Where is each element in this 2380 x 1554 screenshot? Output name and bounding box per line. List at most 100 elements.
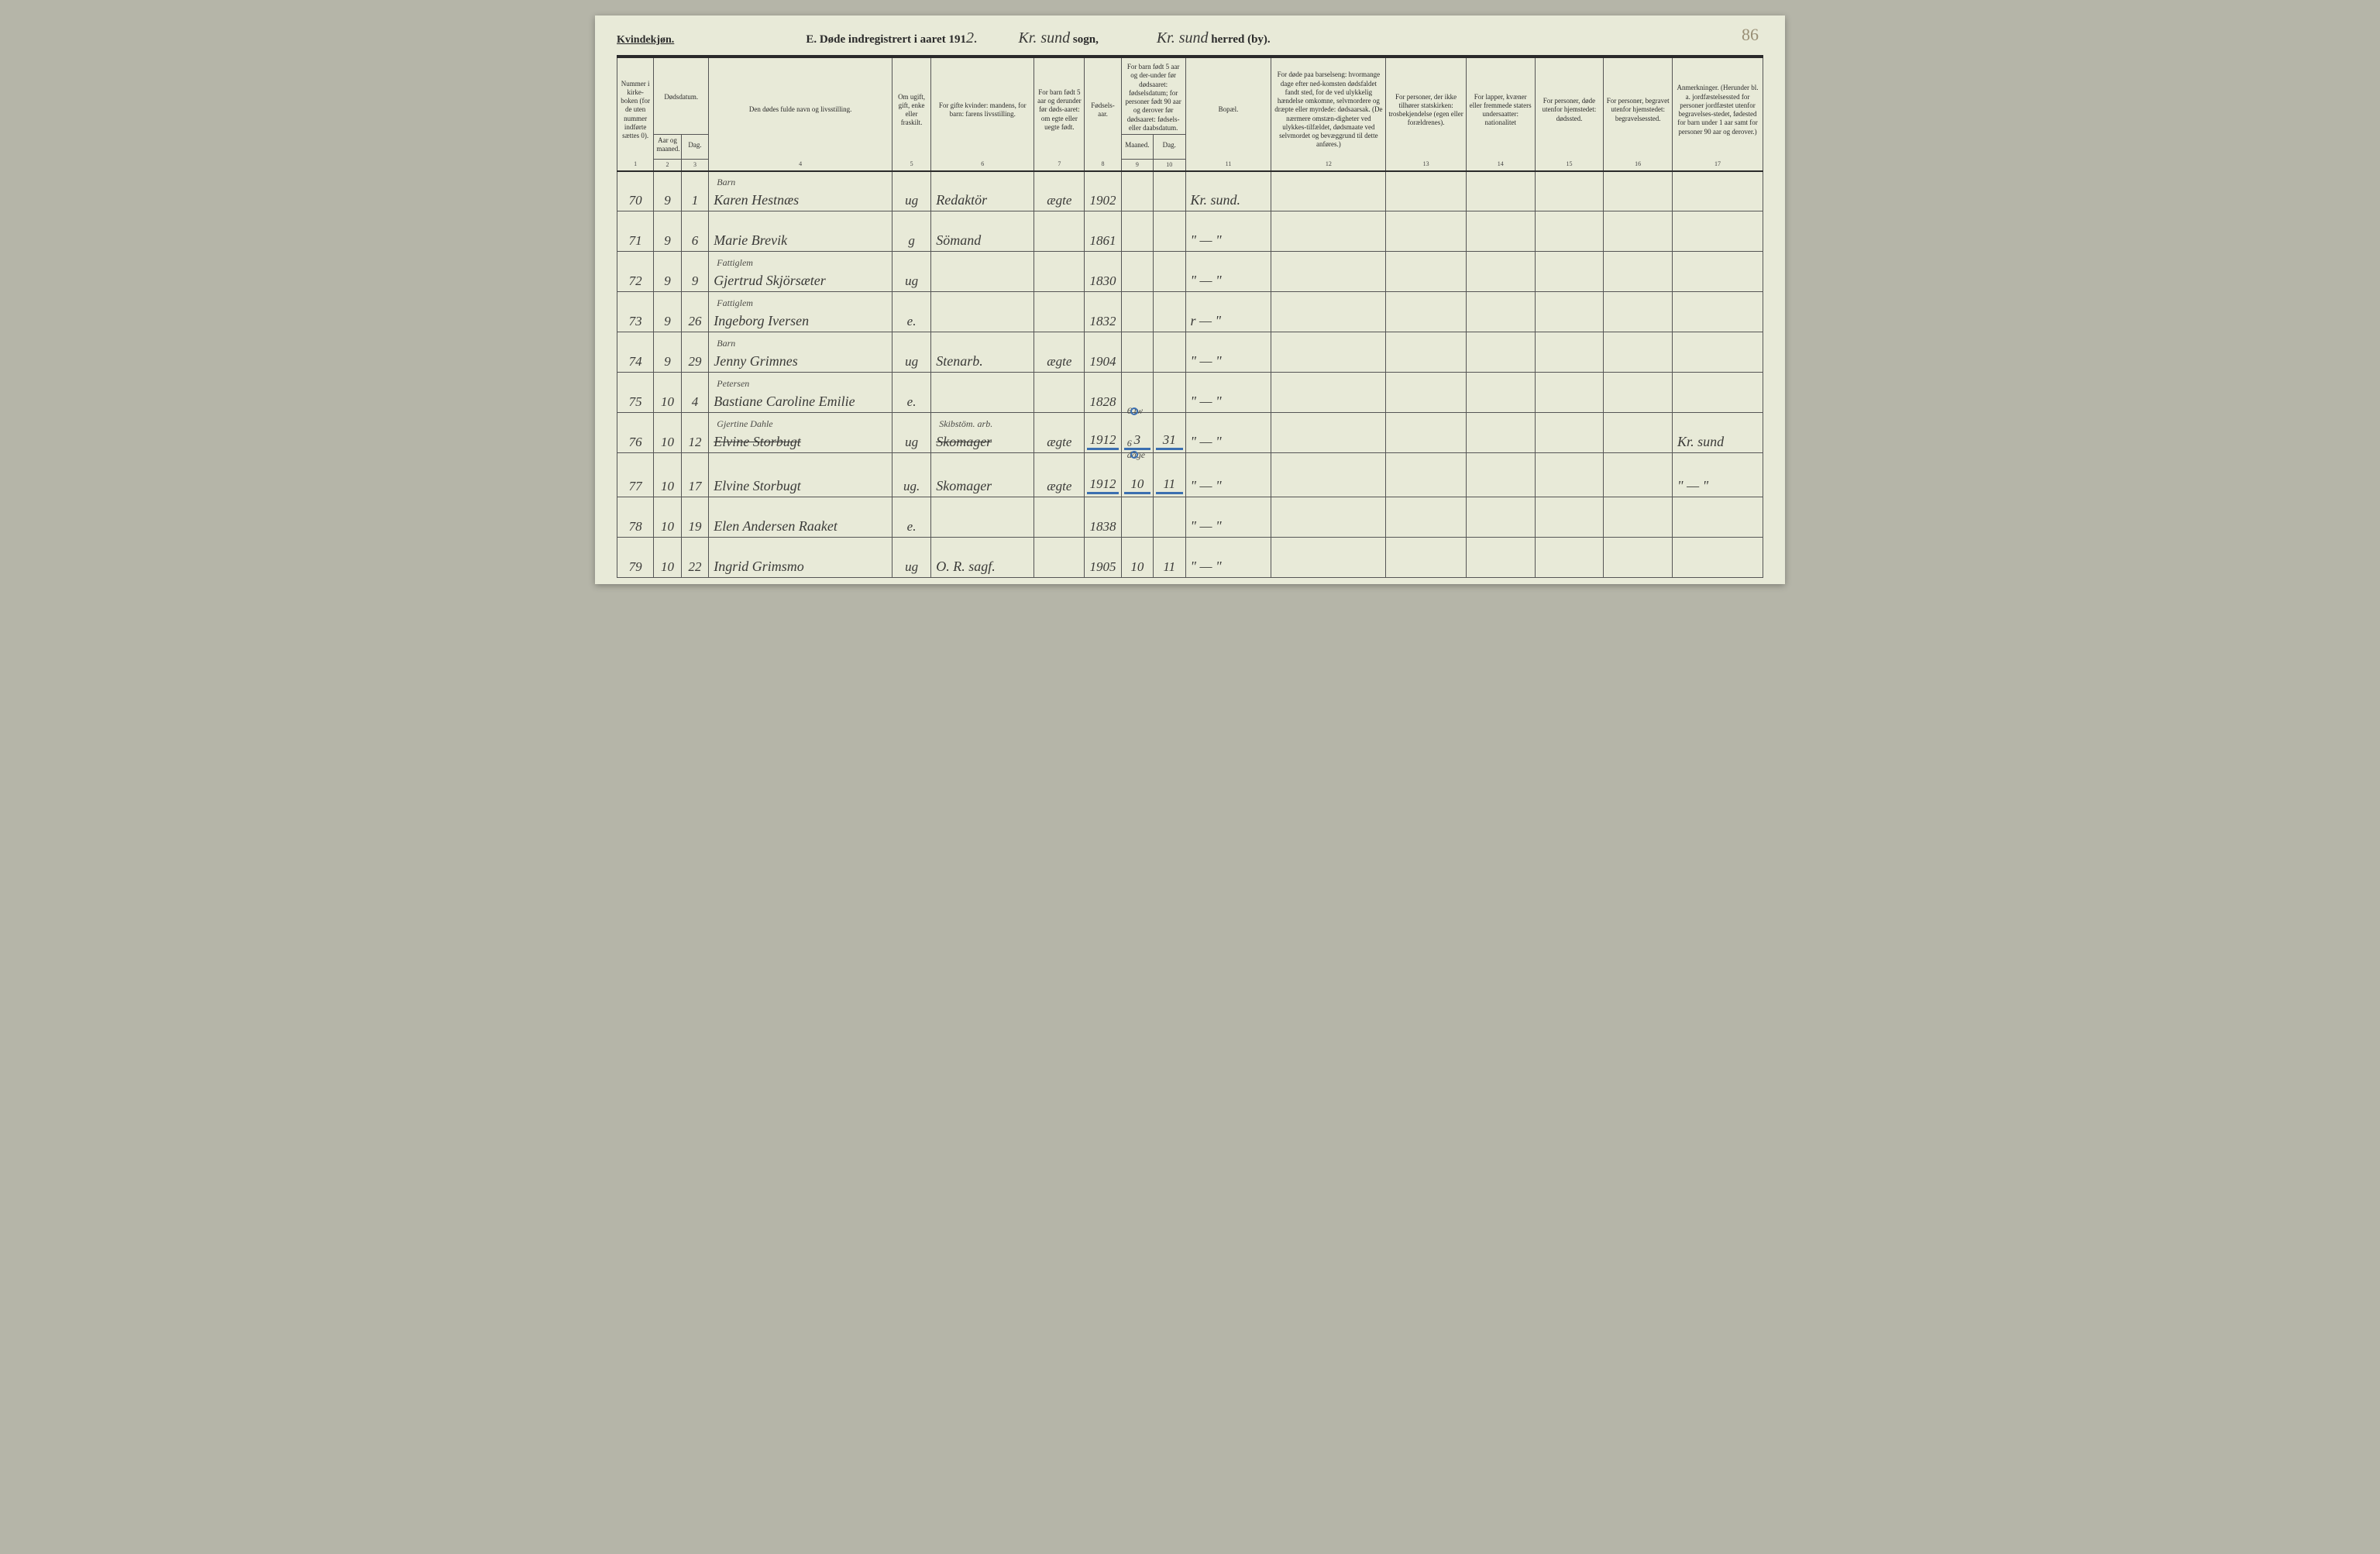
handwritten-value: Kr. sund bbox=[1677, 435, 1760, 450]
handwritten-value: 10 bbox=[656, 480, 678, 494]
cell: O. R. sagf. bbox=[931, 537, 1034, 577]
handwritten-value: Jenny Grimnes bbox=[714, 354, 889, 370]
cell: 26 bbox=[681, 292, 708, 332]
cell: 19 bbox=[681, 497, 708, 537]
handwritten-value: " — " bbox=[1191, 479, 1269, 494]
cell: " — " bbox=[1185, 211, 1271, 252]
cell: 74 bbox=[617, 332, 654, 373]
handwritten-value: Elen Andersen Raaket bbox=[714, 519, 889, 535]
handwritten-value: r — " bbox=[1191, 314, 1269, 329]
cell bbox=[1034, 252, 1085, 292]
cell: Elvine Storbugt bbox=[709, 453, 892, 497]
col-5-header: Om ugift, gift, enke eller fraskilt. bbox=[892, 57, 930, 159]
cell: Sömand bbox=[931, 211, 1034, 252]
cell bbox=[1271, 211, 1386, 252]
handwritten-value: 1832 bbox=[1087, 315, 1118, 329]
cell: " — " bbox=[1185, 453, 1271, 497]
cell bbox=[1271, 373, 1386, 413]
cell: 9 bbox=[654, 332, 681, 373]
table-row: 781019Elen Andersen Raakete.1838" — " bbox=[617, 497, 1763, 537]
cell: 72 bbox=[617, 252, 654, 292]
cell bbox=[1386, 497, 1467, 537]
cell bbox=[1034, 497, 1085, 537]
handwritten-value: ug bbox=[895, 435, 928, 450]
cell bbox=[1535, 292, 1604, 332]
handwritten-value: Stenarb. bbox=[936, 354, 1031, 370]
col-16-header: For personer, begravet utenfor hjemstede… bbox=[1604, 57, 1673, 159]
handwritten-value: 10 bbox=[656, 520, 678, 535]
handwritten-value: 9 bbox=[656, 315, 678, 329]
handwritten-value: 10 bbox=[1124, 560, 1150, 575]
handwritten-value: 4 bbox=[684, 395, 706, 410]
cell bbox=[1121, 211, 1153, 252]
cell: 10 bbox=[1121, 537, 1153, 577]
colnum-4: 4 bbox=[709, 159, 892, 171]
cell: 1904 bbox=[1085, 332, 1121, 373]
cell: Kr. sund bbox=[1673, 413, 1763, 453]
cell bbox=[1466, 373, 1535, 413]
handwritten-value: Redaktör bbox=[936, 193, 1031, 208]
handwritten-value: Marie Brevik bbox=[714, 233, 889, 249]
cell bbox=[1121, 497, 1153, 537]
col-9-10-group: For barn født 5 aar og der-under før død… bbox=[1121, 57, 1185, 135]
handwritten-value: 78 bbox=[620, 520, 651, 535]
cell bbox=[1604, 453, 1673, 497]
cell: 11 bbox=[1154, 537, 1185, 577]
cell: 1912 bbox=[1085, 453, 1121, 497]
cell: " — " bbox=[1185, 413, 1271, 453]
cell: 9 bbox=[654, 252, 681, 292]
cell: 9 bbox=[681, 252, 708, 292]
cell bbox=[1034, 373, 1085, 413]
title-line: E. Døde indregistrert i aaret 1912. Kr. … bbox=[806, 29, 1270, 47]
cell bbox=[1121, 252, 1153, 292]
table-row: 74929BarnJenny GrimnesugStenarb.ægte1904… bbox=[617, 332, 1763, 373]
handwritten-value: e. bbox=[895, 315, 928, 329]
handwritten-value: g bbox=[895, 234, 928, 249]
cell: 79 bbox=[617, 537, 654, 577]
handwritten-value: 10 bbox=[656, 435, 678, 450]
cell bbox=[1535, 373, 1604, 413]
cell: 12 bbox=[681, 413, 708, 453]
cell: BarnJenny Grimnes bbox=[709, 332, 892, 373]
cell bbox=[1034, 211, 1085, 252]
cell: ægte bbox=[1034, 413, 1085, 453]
cell: " — " bbox=[1185, 373, 1271, 413]
handwritten-value: " — " bbox=[1191, 559, 1269, 575]
table-row: 771017Elvine Storbugtug.Skomagerægte1912… bbox=[617, 453, 1763, 497]
handwritten-value: Ingrid Grimsmo bbox=[714, 559, 889, 575]
register-page: 86 Kvindekjøn. E. Døde indregistrert i a… bbox=[595, 15, 1785, 584]
cell bbox=[1604, 373, 1673, 413]
cell: 71 bbox=[617, 211, 654, 252]
handwritten-value: 72 bbox=[620, 274, 651, 289]
handwritten-value: Skomager bbox=[936, 479, 1031, 494]
cell bbox=[1121, 332, 1153, 373]
handwritten-value: Sömand bbox=[936, 233, 1031, 249]
cell bbox=[1535, 497, 1604, 537]
handwritten-value: 26 bbox=[684, 315, 706, 329]
handwritten-value: 73 bbox=[620, 315, 651, 329]
cell: Elen Andersen Raaket bbox=[709, 497, 892, 537]
handwritten-value: " — " bbox=[1191, 519, 1269, 535]
cell: FattiglemIngeborg Iversen bbox=[709, 292, 892, 332]
handwritten-value: ægte bbox=[1037, 435, 1082, 450]
cell: Stenarb. bbox=[931, 332, 1034, 373]
cell: 76 bbox=[617, 413, 654, 453]
handwritten-value: 11 bbox=[1156, 477, 1182, 494]
handwritten-value: 1904 bbox=[1087, 355, 1118, 370]
cell bbox=[1535, 537, 1604, 577]
cell bbox=[1466, 453, 1535, 497]
handwritten-value: 6 bbox=[684, 234, 706, 249]
col-10-header: Dag. bbox=[1154, 135, 1185, 160]
cell: " — " bbox=[1673, 453, 1763, 497]
handwritten-value: Elvine Storbugt bbox=[714, 435, 889, 450]
handwritten-value: 74 bbox=[620, 355, 651, 370]
handwritten-value: 70 bbox=[620, 194, 651, 208]
cell bbox=[1673, 332, 1763, 373]
handwritten-value: 76 bbox=[620, 435, 651, 450]
handwritten-value: Elvine Storbugt bbox=[714, 479, 889, 494]
col-9-header: Maaned. bbox=[1121, 135, 1153, 160]
col-11-header: Bopæl. bbox=[1185, 57, 1271, 159]
handwritten-value: " — " bbox=[1191, 435, 1269, 450]
cell: 78 bbox=[617, 497, 654, 537]
cell bbox=[1154, 252, 1185, 292]
